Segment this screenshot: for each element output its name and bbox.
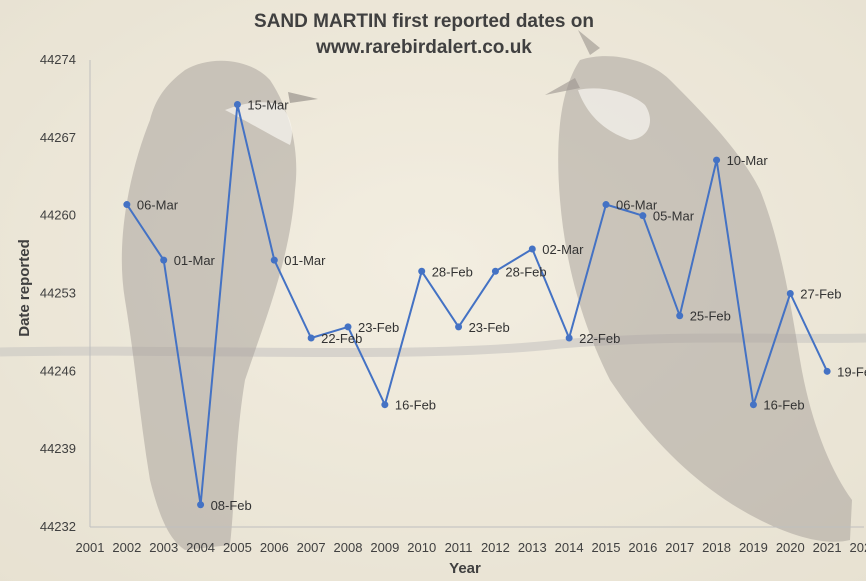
data-point xyxy=(786,290,794,297)
data-point xyxy=(455,323,463,331)
data-label: 15-Mar xyxy=(247,97,289,112)
x-tick-label: 2004 xyxy=(186,540,215,555)
data-point xyxy=(676,312,684,320)
data-point xyxy=(749,401,757,409)
data-label: 27-Feb xyxy=(800,287,841,302)
x-tick-label: 2008 xyxy=(334,540,363,555)
y-tick-label: 44260 xyxy=(40,208,76,223)
data-point xyxy=(639,212,647,220)
data-label: 02-Mar xyxy=(542,242,584,257)
data-point xyxy=(823,367,831,375)
y-tick-label: 44232 xyxy=(40,519,76,534)
data-label: 23-Feb xyxy=(358,320,399,335)
y-axis-title: Date reported xyxy=(16,239,33,337)
x-tick-label: 2005 xyxy=(223,540,252,555)
data-point xyxy=(270,256,278,264)
x-tick-label: 2002 xyxy=(112,540,141,555)
x-tick-label: 2011 xyxy=(445,540,473,555)
data-point xyxy=(197,501,205,509)
y-tick-label: 44274 xyxy=(40,52,76,67)
data-label: 05-Mar xyxy=(653,209,695,224)
data-point xyxy=(491,267,499,275)
data-label: 10-Mar xyxy=(727,153,769,168)
x-tick-label: 2014 xyxy=(555,540,584,555)
x-tick-label: 2001 xyxy=(76,540,105,555)
x-tick-label: 2009 xyxy=(370,540,399,555)
data-point xyxy=(160,256,168,264)
data-point xyxy=(565,334,573,342)
data-label: 22-Feb xyxy=(579,331,620,346)
data-label: 28-Feb xyxy=(432,264,473,279)
data-label: 16-Feb xyxy=(395,398,436,413)
left-bird-beak xyxy=(288,92,318,103)
x-tick-label: 2015 xyxy=(592,540,621,555)
x-tick-label: 2022 xyxy=(850,540,866,555)
chart-subtitle: www.rarebirdalert.co.uk xyxy=(315,37,532,58)
data-label: 01-Mar xyxy=(174,253,216,268)
data-point xyxy=(381,401,389,409)
data-label: 06-Mar xyxy=(616,198,658,213)
left-bird-body xyxy=(121,60,297,551)
data-point xyxy=(233,100,241,108)
x-tick-label: 2010 xyxy=(407,540,436,555)
y-tick-label: 44246 xyxy=(40,363,76,378)
data-label: 01-Mar xyxy=(284,253,326,268)
y-tick-label: 44239 xyxy=(40,441,76,456)
x-tick-label: 2012 xyxy=(481,540,510,555)
x-tick-label: 2021 xyxy=(813,540,842,555)
x-tick-label: 2017 xyxy=(665,540,694,555)
y-axis-ticks: 44232 44239 44246 44253 44260 44267 44274 xyxy=(40,52,76,534)
data-label: 23-Feb xyxy=(469,320,510,335)
x-tick-label: 2013 xyxy=(518,540,547,555)
chart-title: SAND MARTIN first reported dates on xyxy=(254,11,594,32)
left-bird-throat xyxy=(225,102,292,145)
data-point xyxy=(602,201,610,209)
data-label: 16-Feb xyxy=(763,398,804,413)
x-tick-label: 2018 xyxy=(702,540,731,555)
data-label: 06-Mar xyxy=(137,198,179,213)
y-tick-label: 44253 xyxy=(40,286,76,301)
data-point xyxy=(418,267,426,275)
x-tick-label: 2007 xyxy=(297,540,326,555)
series-line xyxy=(126,103,829,506)
x-tick-label: 2006 xyxy=(260,540,289,555)
x-tick-label: 2016 xyxy=(628,540,657,555)
x-tick-label: 2019 xyxy=(739,540,768,555)
data-point xyxy=(528,245,536,253)
x-tick-label: 2020 xyxy=(776,540,805,555)
data-label: 19-Feb xyxy=(837,364,866,379)
data-label: 22-Feb xyxy=(321,331,362,346)
series-line-group: 06-Mar01-Mar08-Feb15-Mar01-Mar22-Feb23-F… xyxy=(123,97,866,513)
right-bird-beak xyxy=(545,30,600,95)
data-point xyxy=(713,156,721,164)
data-point xyxy=(123,201,131,209)
data-label: 08-Feb xyxy=(211,498,252,513)
data-label: 25-Feb xyxy=(690,309,731,324)
data-label: 28-Feb xyxy=(505,264,546,279)
right-bird-throat xyxy=(578,88,650,140)
right-bird-body xyxy=(558,56,852,542)
y-tick-label: 44267 xyxy=(40,130,76,145)
x-tick-label: 2003 xyxy=(149,540,178,555)
data-point xyxy=(344,323,352,331)
x-axis-title: Year xyxy=(449,560,481,577)
x-axis-ticks: 2001 2002 2003 2004 2005 2006 2007 2008 2009 2010… xyxy=(76,540,866,555)
data-point xyxy=(307,334,315,342)
